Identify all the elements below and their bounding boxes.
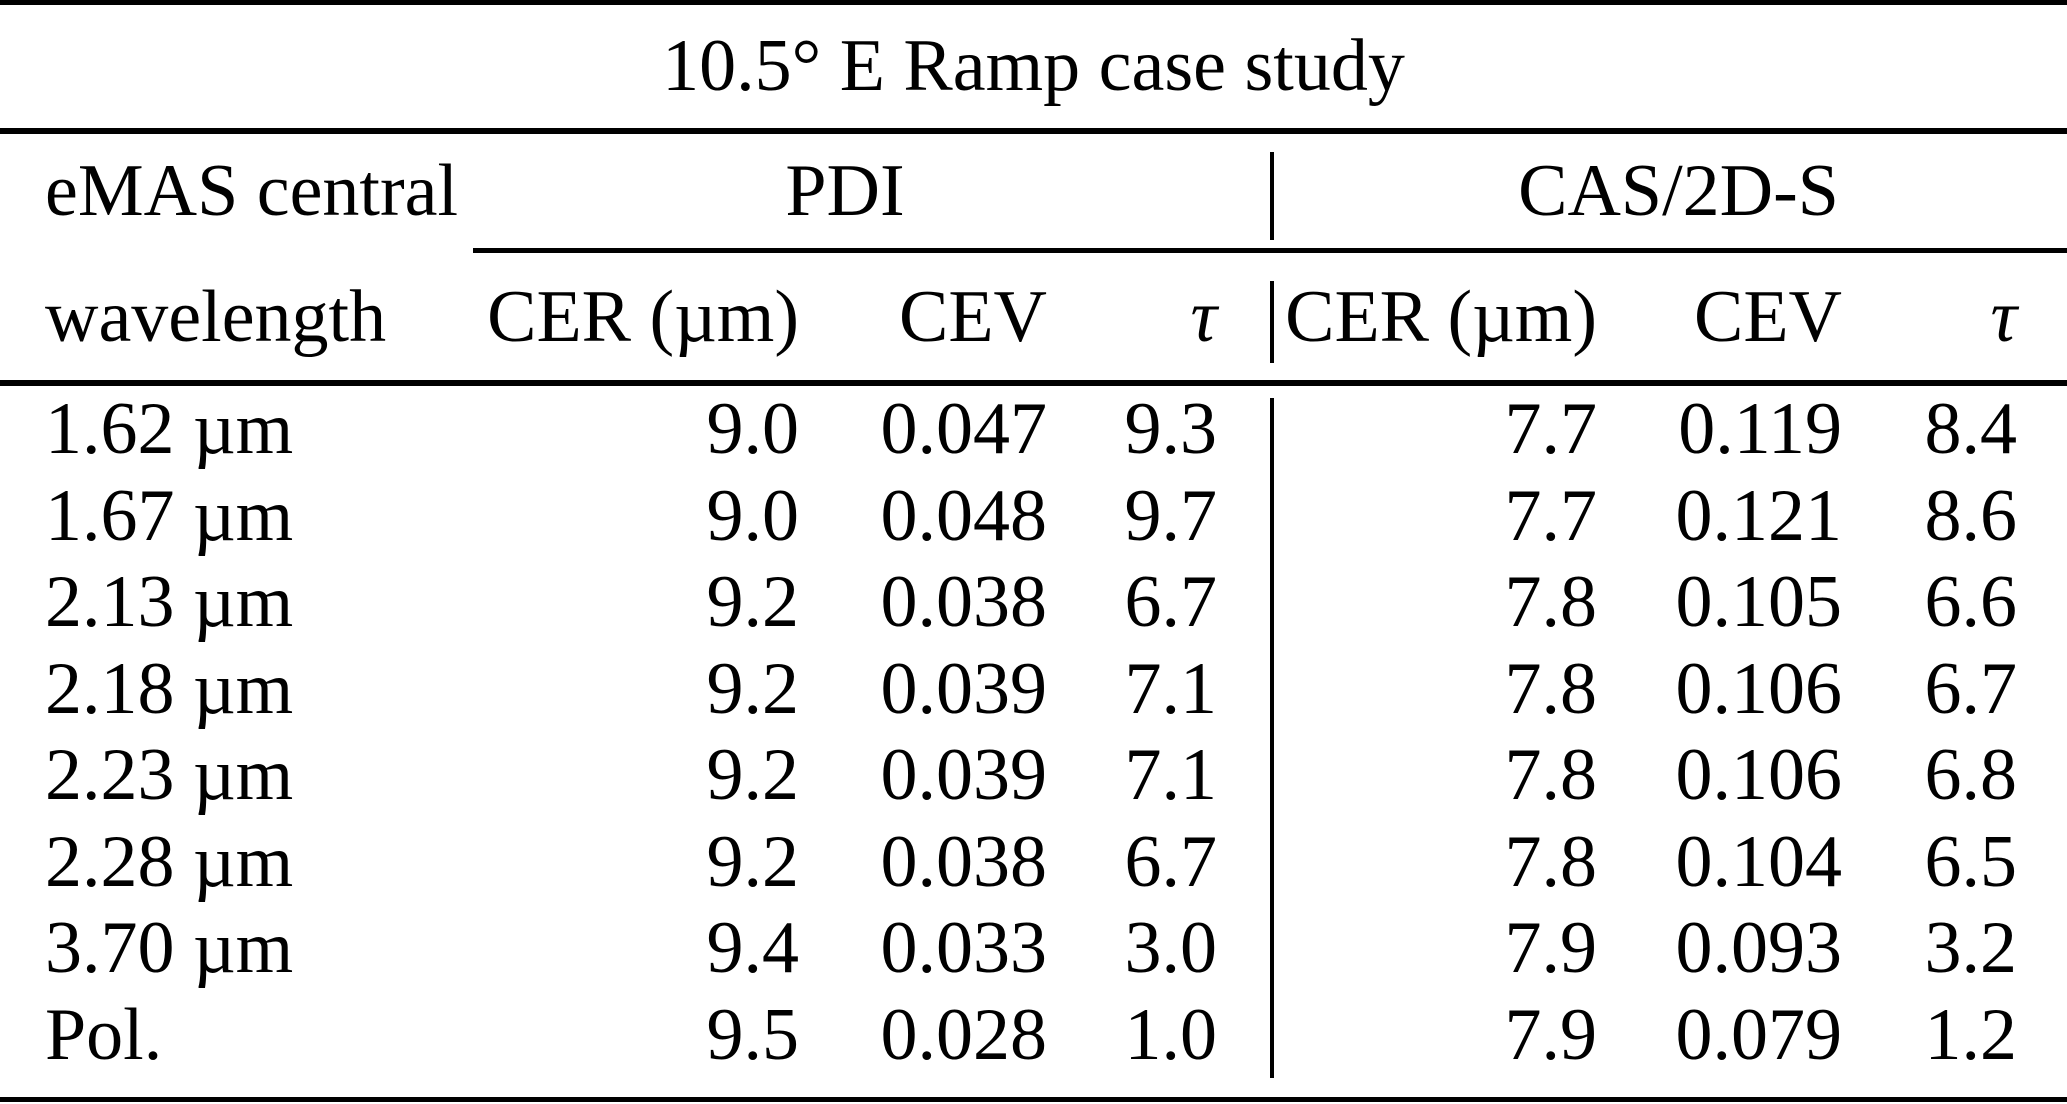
cell-cas-cer: 7.8 <box>1504 561 1598 644</box>
cell-cas-cer: 7.8 <box>1504 820 1598 903</box>
group-divider-rule <box>1270 152 1274 240</box>
cell-pdi-cev: 0.038 <box>880 820 1048 903</box>
cell-cas-cev: 0.104 <box>1675 820 1843 903</box>
cell-cas-cer: 7.9 <box>1504 993 1598 1076</box>
cell-pdi-tau: 7.1 <box>1124 734 1218 817</box>
row-label: Pol. <box>45 993 163 1076</box>
table-top-rule <box>0 0 2067 5</box>
table-bottom-rule <box>0 1097 2067 1102</box>
group-header-row: eMAS central PDI CAS/2D-S <box>0 134 2067 248</box>
table-row: 3.70 µm 9.4 0.033 3.0 7.9 0.093 3.2 <box>0 905 2067 992</box>
column-header-row: wavelength CER (µm) CEV τ CER (µm) CEV τ <box>0 253 2067 380</box>
table-row: 2.13 µm 9.2 0.038 6.7 7.8 0.105 6.6 <box>0 559 2067 646</box>
cell-cas-tau: 6.5 <box>1924 820 2018 903</box>
row-label: 1.67 µm <box>45 474 294 557</box>
cell-cas-tau: 3.2 <box>1924 907 2018 990</box>
table-row: Pol. 9.5 0.028 1.0 7.9 0.079 1.2 <box>0 992 2067 1079</box>
title-separator-rule <box>0 128 2067 134</box>
cell-cas-tau: 6.6 <box>1924 561 2018 644</box>
cell-cas-tau: 1.2 <box>1924 993 2018 1076</box>
table-body: 1.62 µm 9.0 0.047 9.3 7.7 0.119 8.4 1.67… <box>0 386 2067 1078</box>
table-row: 2.28 µm 9.2 0.038 6.7 7.8 0.104 6.5 <box>0 819 2067 906</box>
table-row: 1.67 µm 9.0 0.048 9.7 7.7 0.121 8.6 <box>0 473 2067 560</box>
cell-pdi-cev: 0.028 <box>880 993 1048 1076</box>
row-label: 3.70 µm <box>45 907 294 990</box>
cell-cas-cer: 7.7 <box>1504 388 1598 471</box>
group-header-cas: CAS/2D-S <box>1518 150 1839 232</box>
cell-cas-cer: 7.8 <box>1504 734 1598 817</box>
table-row: 2.23 µm 9.2 0.039 7.1 7.8 0.106 6.8 <box>0 732 2067 819</box>
cell-cas-tau: 6.7 <box>1924 647 2018 730</box>
cell-pdi-cer: 9.5 <box>706 993 800 1076</box>
cell-pdi-cev: 0.033 <box>880 907 1048 990</box>
row-label: 2.23 µm <box>45 734 294 817</box>
cell-pdi-tau: 9.7 <box>1124 474 1218 557</box>
cell-cas-tau: 8.6 <box>1924 474 2018 557</box>
cell-pdi-cer: 9.2 <box>706 647 800 730</box>
cell-pdi-tau: 3.0 <box>1124 907 1218 990</box>
cell-cas-cev: 0.093 <box>1675 907 1843 990</box>
cell-pdi-cev: 0.048 <box>880 474 1048 557</box>
cell-pdi-tau: 6.7 <box>1124 561 1218 644</box>
row-label: 2.18 µm <box>45 647 294 730</box>
cell-pdi-cer: 9.2 <box>706 734 800 817</box>
cell-pdi-cev: 0.039 <box>880 647 1048 730</box>
column-header-pdi-tau: τ <box>1190 275 1218 358</box>
column-header-cas-cer: CER (µm) <box>1285 275 1597 358</box>
cell-pdi-tau: 7.1 <box>1124 647 1218 730</box>
cell-cas-cev: 0.106 <box>1675 734 1843 817</box>
cell-cas-cev: 0.119 <box>1678 388 1842 471</box>
table-row: 2.18 µm 9.2 0.039 7.1 7.8 0.106 6.7 <box>0 646 2067 733</box>
cell-pdi-cer: 9.0 <box>706 474 800 557</box>
cell-cas-cer: 7.9 <box>1504 907 1598 990</box>
cell-cas-cer: 7.8 <box>1504 647 1598 730</box>
group-underline-rule <box>473 248 2067 253</box>
cell-cas-tau: 6.8 <box>1924 734 2018 817</box>
cell-cas-cev: 0.105 <box>1675 561 1843 644</box>
column-header-cas-cev: CEV <box>1694 275 1842 358</box>
cell-cas-cev: 0.121 <box>1675 474 1843 557</box>
cell-pdi-cev: 0.038 <box>880 561 1048 644</box>
table-row: 1.62 µm 9.0 0.047 9.3 7.7 0.119 8.4 <box>0 386 2067 473</box>
cell-pdi-cev: 0.047 <box>880 388 1048 471</box>
column-header-pdi-cev: CEV <box>899 275 1047 358</box>
cell-pdi-tau: 1.0 <box>1124 993 1218 1076</box>
cell-cas-cev: 0.079 <box>1675 993 1843 1076</box>
stub-header-line1: eMAS central <box>45 150 459 232</box>
cell-cas-tau: 8.4 <box>1924 388 2018 471</box>
cell-pdi-cer: 9.2 <box>706 561 800 644</box>
row-label: 1.62 µm <box>45 388 294 471</box>
cell-pdi-tau: 6.7 <box>1124 820 1218 903</box>
group-divider-rule <box>1270 281 1274 363</box>
group-divider-rule <box>1270 398 1274 1078</box>
row-label: 2.28 µm <box>45 820 294 903</box>
table-title: 10.5° E Ramp case study <box>662 25 1405 107</box>
column-header-cas-tau: τ <box>1990 275 2018 358</box>
cell-pdi-cer: 9.4 <box>706 907 800 990</box>
stub-header-line2: wavelength <box>45 275 387 358</box>
cell-pdi-tau: 9.3 <box>1124 388 1218 471</box>
column-header-pdi-cer: CER (µm) <box>487 275 799 358</box>
row-label: 2.13 µm <box>45 561 294 644</box>
cell-pdi-cer: 9.2 <box>706 820 800 903</box>
cell-cas-cev: 0.106 <box>1675 647 1843 730</box>
group-header-pdi: PDI <box>785 150 905 232</box>
cell-cas-cer: 7.7 <box>1504 474 1598 557</box>
cell-pdi-cev: 0.039 <box>880 734 1048 817</box>
header-separator-rule <box>0 380 2067 386</box>
cell-pdi-cer: 9.0 <box>706 388 800 471</box>
